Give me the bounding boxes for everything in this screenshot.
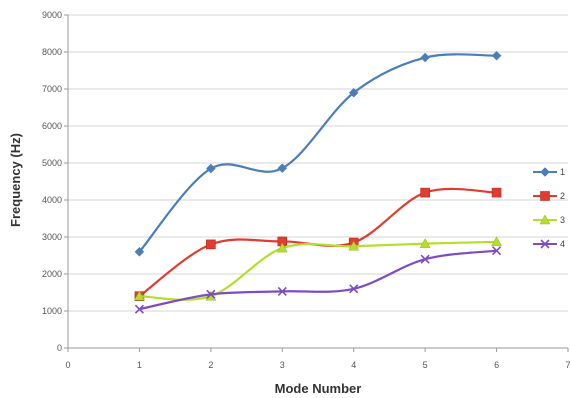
x-marker-stroke: [349, 284, 359, 294]
data-point: [276, 242, 288, 253]
x-tick-label: 1: [137, 360, 142, 370]
gridlines: [68, 14, 568, 312]
x-marker-stroke: [540, 239, 550, 249]
series-line: [138, 53, 497, 253]
legend-label: 3: [560, 215, 565, 225]
data-point: [491, 236, 502, 247]
data-point: [420, 254, 430, 264]
axes: 0 1000 2000 3000 4000 5000 6000 7000 8000 9000 0 1 2…: [42, 10, 570, 370]
legend-label: 4: [560, 239, 565, 249]
data-point: [420, 52, 430, 63]
x-marker-stroke: [492, 246, 502, 256]
series-4: [134, 246, 502, 314]
y-axis-title: Frequency (Hz): [8, 133, 23, 227]
legend-entry: 4: [533, 239, 565, 249]
data-point: [491, 187, 502, 198]
data-point: [277, 163, 288, 174]
legend: 1 2 3 4: [533, 167, 565, 249]
data-point: [134, 304, 144, 314]
x-marker-stroke: [206, 289, 216, 299]
x-tick-label: 6: [494, 360, 499, 370]
y-tick-label: 6000: [42, 121, 62, 131]
legend-marker: [540, 239, 550, 249]
data-point: [491, 50, 502, 61]
y-tick-label: 2000: [42, 269, 62, 279]
legend-marker: [540, 191, 550, 201]
y-tick-label: 8000: [42, 47, 62, 57]
data-point: [206, 289, 216, 299]
data-point: [134, 290, 145, 301]
legend-label: 1: [560, 167, 565, 177]
data-point: [349, 284, 359, 294]
data-point: [277, 286, 287, 296]
legend-marker: [539, 214, 551, 225]
data-point: [134, 246, 145, 257]
x-tick-label: 3: [280, 360, 285, 370]
data-point: [206, 163, 216, 174]
y-tick-label: 4000: [42, 195, 62, 205]
x-marker-stroke: [134, 304, 144, 314]
y-tick-label: 9000: [42, 10, 62, 20]
y-tick-label: 7000: [42, 84, 62, 94]
x-tick-label: 2: [208, 360, 213, 370]
series-lines: [134, 50, 502, 314]
series-line: [139, 240, 497, 301]
y-tick-label: 0: [57, 343, 62, 353]
data-point: [420, 187, 430, 198]
x-tick-label: 4: [351, 360, 356, 370]
data-point: [492, 246, 502, 256]
legend-entry: 1: [533, 167, 565, 177]
data-point: [419, 238, 431, 248]
y-tick-label: 1000: [42, 306, 62, 316]
x-tick-label: 0: [65, 360, 70, 370]
series-1: [134, 50, 502, 257]
x-marker-stroke: [277, 286, 287, 296]
x-marker-stroke: [420, 254, 430, 264]
legend-entry: 2: [533, 191, 565, 201]
y-tick-label: 5000: [42, 158, 62, 168]
y-tick-label: 3000: [42, 232, 62, 242]
data-point: [348, 87, 359, 98]
x-tick-label: 7: [565, 360, 570, 370]
series-line: [139, 249, 497, 311]
x-axis-title: Mode Number: [275, 381, 362, 396]
x-tick-label: 5: [423, 360, 428, 370]
data-point: [206, 239, 216, 250]
data-point: [348, 240, 360, 251]
legend-label: 2: [560, 191, 565, 201]
legend-marker: [540, 167, 550, 177]
legend-entry: 3: [533, 214, 565, 225]
